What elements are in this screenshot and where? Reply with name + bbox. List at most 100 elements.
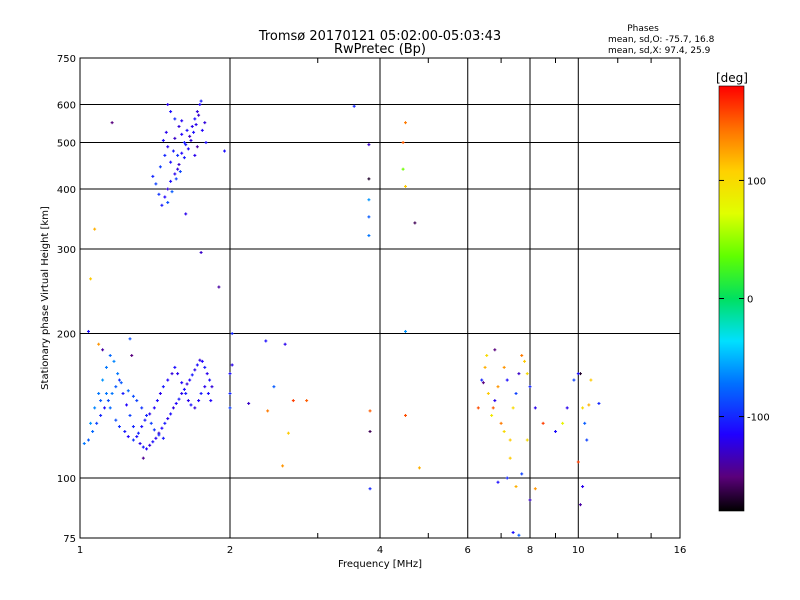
y-axis-ticks: 75 100 200 300 400 500 600 750 bbox=[57, 54, 76, 545]
data-point bbox=[106, 399, 110, 403]
data-point bbox=[93, 227, 97, 231]
data-point bbox=[101, 378, 105, 382]
data-point bbox=[401, 167, 405, 171]
data-point bbox=[148, 412, 152, 416]
data-point bbox=[368, 409, 372, 413]
data-point bbox=[114, 418, 118, 422]
data-point bbox=[403, 329, 407, 333]
data-point bbox=[131, 425, 135, 429]
data-point bbox=[281, 464, 285, 468]
data-point bbox=[97, 392, 101, 396]
data-point bbox=[173, 365, 177, 369]
data-point bbox=[174, 401, 178, 405]
y-tick-label: 100 bbox=[57, 474, 76, 485]
data-point bbox=[561, 421, 565, 425]
data-point bbox=[525, 438, 529, 442]
data-point bbox=[508, 456, 512, 460]
data-point bbox=[206, 392, 210, 396]
data-point bbox=[161, 385, 165, 389]
data-point bbox=[493, 399, 497, 403]
data-point bbox=[272, 385, 276, 389]
data-point bbox=[184, 392, 188, 396]
data-point bbox=[553, 430, 557, 434]
data-point bbox=[576, 372, 580, 376]
data-point bbox=[505, 378, 509, 382]
data-point bbox=[112, 359, 116, 363]
x-axis-label: Frequency [MHz] bbox=[338, 559, 422, 570]
data-point bbox=[223, 149, 227, 153]
data-point bbox=[169, 412, 173, 416]
data-point bbox=[217, 285, 221, 289]
y-tick-label: 75 bbox=[63, 534, 76, 545]
data-point bbox=[182, 141, 186, 145]
y-tick-label: 600 bbox=[57, 101, 76, 112]
data-point bbox=[145, 413, 149, 417]
data-point bbox=[525, 372, 529, 376]
data-point bbox=[169, 179, 173, 183]
stats-x-line: mean, sd,X: 97.4, 25.9 bbox=[608, 46, 711, 56]
chart-subtitle: RwPretec (Bp) bbox=[334, 42, 426, 57]
data-point bbox=[177, 124, 181, 128]
data-point bbox=[128, 413, 132, 417]
data-point bbox=[166, 103, 170, 107]
data-point bbox=[480, 378, 484, 382]
data-point bbox=[154, 436, 158, 440]
data-point bbox=[197, 113, 201, 117]
data-point bbox=[597, 401, 601, 405]
data-point bbox=[572, 378, 576, 382]
colorbar-ticks: -100 0 100 bbox=[719, 176, 770, 424]
colorbar-tick-label: -100 bbox=[747, 413, 770, 424]
data-point bbox=[110, 121, 114, 125]
data-point bbox=[108, 406, 112, 410]
data-point bbox=[89, 277, 93, 281]
data-point bbox=[126, 435, 130, 439]
data-point bbox=[141, 445, 145, 449]
data-point bbox=[403, 413, 407, 417]
data-point bbox=[86, 329, 90, 333]
data-point bbox=[368, 487, 372, 491]
data-point bbox=[190, 373, 194, 377]
data-point bbox=[166, 145, 170, 149]
data-point bbox=[180, 132, 184, 136]
data-point bbox=[576, 460, 580, 464]
data-point bbox=[499, 421, 503, 425]
data-point bbox=[523, 359, 527, 363]
data-point bbox=[166, 378, 170, 382]
data-point bbox=[352, 104, 356, 108]
data-point bbox=[152, 428, 156, 432]
data-point bbox=[286, 431, 290, 435]
data-point bbox=[135, 399, 139, 403]
data-point bbox=[367, 198, 371, 202]
data-point bbox=[585, 438, 589, 442]
data-point bbox=[143, 418, 147, 422]
data-point bbox=[200, 128, 204, 132]
data-point bbox=[186, 399, 190, 403]
data-point bbox=[161, 436, 165, 440]
data-point bbox=[151, 174, 155, 178]
data-point bbox=[166, 200, 170, 204]
x-tick-label: 4 bbox=[377, 545, 383, 556]
data-point bbox=[195, 110, 199, 114]
data-point bbox=[283, 342, 287, 346]
data-point bbox=[184, 212, 188, 216]
data-point bbox=[581, 485, 585, 489]
data-point bbox=[367, 177, 371, 181]
data-point bbox=[514, 485, 518, 489]
data-point bbox=[505, 476, 509, 480]
data-point bbox=[589, 378, 593, 382]
data-point bbox=[199, 99, 203, 103]
data-point bbox=[116, 372, 120, 376]
data-point bbox=[485, 353, 489, 357]
data-point bbox=[210, 385, 214, 389]
data-point bbox=[205, 372, 209, 376]
data-point bbox=[99, 399, 103, 403]
data-point bbox=[158, 165, 162, 169]
data-point bbox=[401, 141, 405, 145]
data-point bbox=[149, 421, 153, 425]
data-point bbox=[161, 138, 165, 142]
data-point bbox=[104, 365, 108, 369]
data-point bbox=[204, 141, 208, 145]
data-point bbox=[186, 147, 190, 151]
data-point bbox=[151, 440, 155, 444]
data-point bbox=[180, 392, 184, 396]
